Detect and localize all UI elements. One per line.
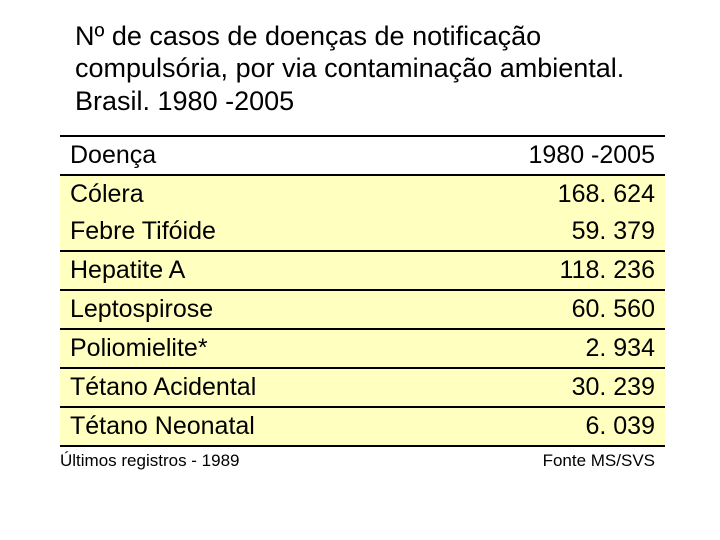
cell-value: 118. 236 — [414, 251, 665, 290]
cell-value: 168. 624 — [414, 175, 665, 213]
data-table: Doença 1980 -2005 Cólera 168. 624 Febre … — [60, 135, 665, 447]
table-row: Febre Tifóide 59. 379 — [60, 213, 665, 251]
cell-disease: Poliomielite* — [60, 329, 414, 368]
cell-disease: Leptospirose — [60, 290, 414, 329]
table-header-period: 1980 -2005 — [414, 136, 665, 175]
cell-disease: Tétano Neonatal — [60, 407, 414, 446]
cell-value: 2. 934 — [414, 329, 665, 368]
table-row: Tétano Acidental 30. 239 — [60, 368, 665, 407]
table-row: Leptospirose 60. 560 — [60, 290, 665, 329]
table-row: Tétano Neonatal 6. 039 — [60, 407, 665, 446]
cell-disease: Hepatite A — [60, 251, 414, 290]
table-header-row: Doença 1980 -2005 — [60, 136, 665, 175]
cell-value: 59. 379 — [414, 213, 665, 251]
footer: Últimos registros - 1989 Fonte MS/SVS — [60, 451, 665, 471]
slide: Nº de casos de doenças de notificação co… — [0, 0, 720, 540]
cell-disease: Febre Tifóide — [60, 213, 414, 251]
slide-title: Nº de casos de doenças de notificação co… — [75, 20, 665, 117]
cell-disease: Tétano Acidental — [60, 368, 414, 407]
table-header-disease: Doença — [60, 136, 414, 175]
cell-value: 30. 239 — [414, 368, 665, 407]
table-row: Hepatite A 118. 236 — [60, 251, 665, 290]
cell-disease: Cólera — [60, 175, 414, 213]
footer-right: Fonte MS/SVS — [543, 451, 655, 471]
cell-value: 60. 560 — [414, 290, 665, 329]
table-row: Poliomielite* 2. 934 — [60, 329, 665, 368]
cell-value: 6. 039 — [414, 407, 665, 446]
table-row: Cólera 168. 624 — [60, 175, 665, 213]
footer-left: Últimos registros - 1989 — [60, 451, 240, 471]
